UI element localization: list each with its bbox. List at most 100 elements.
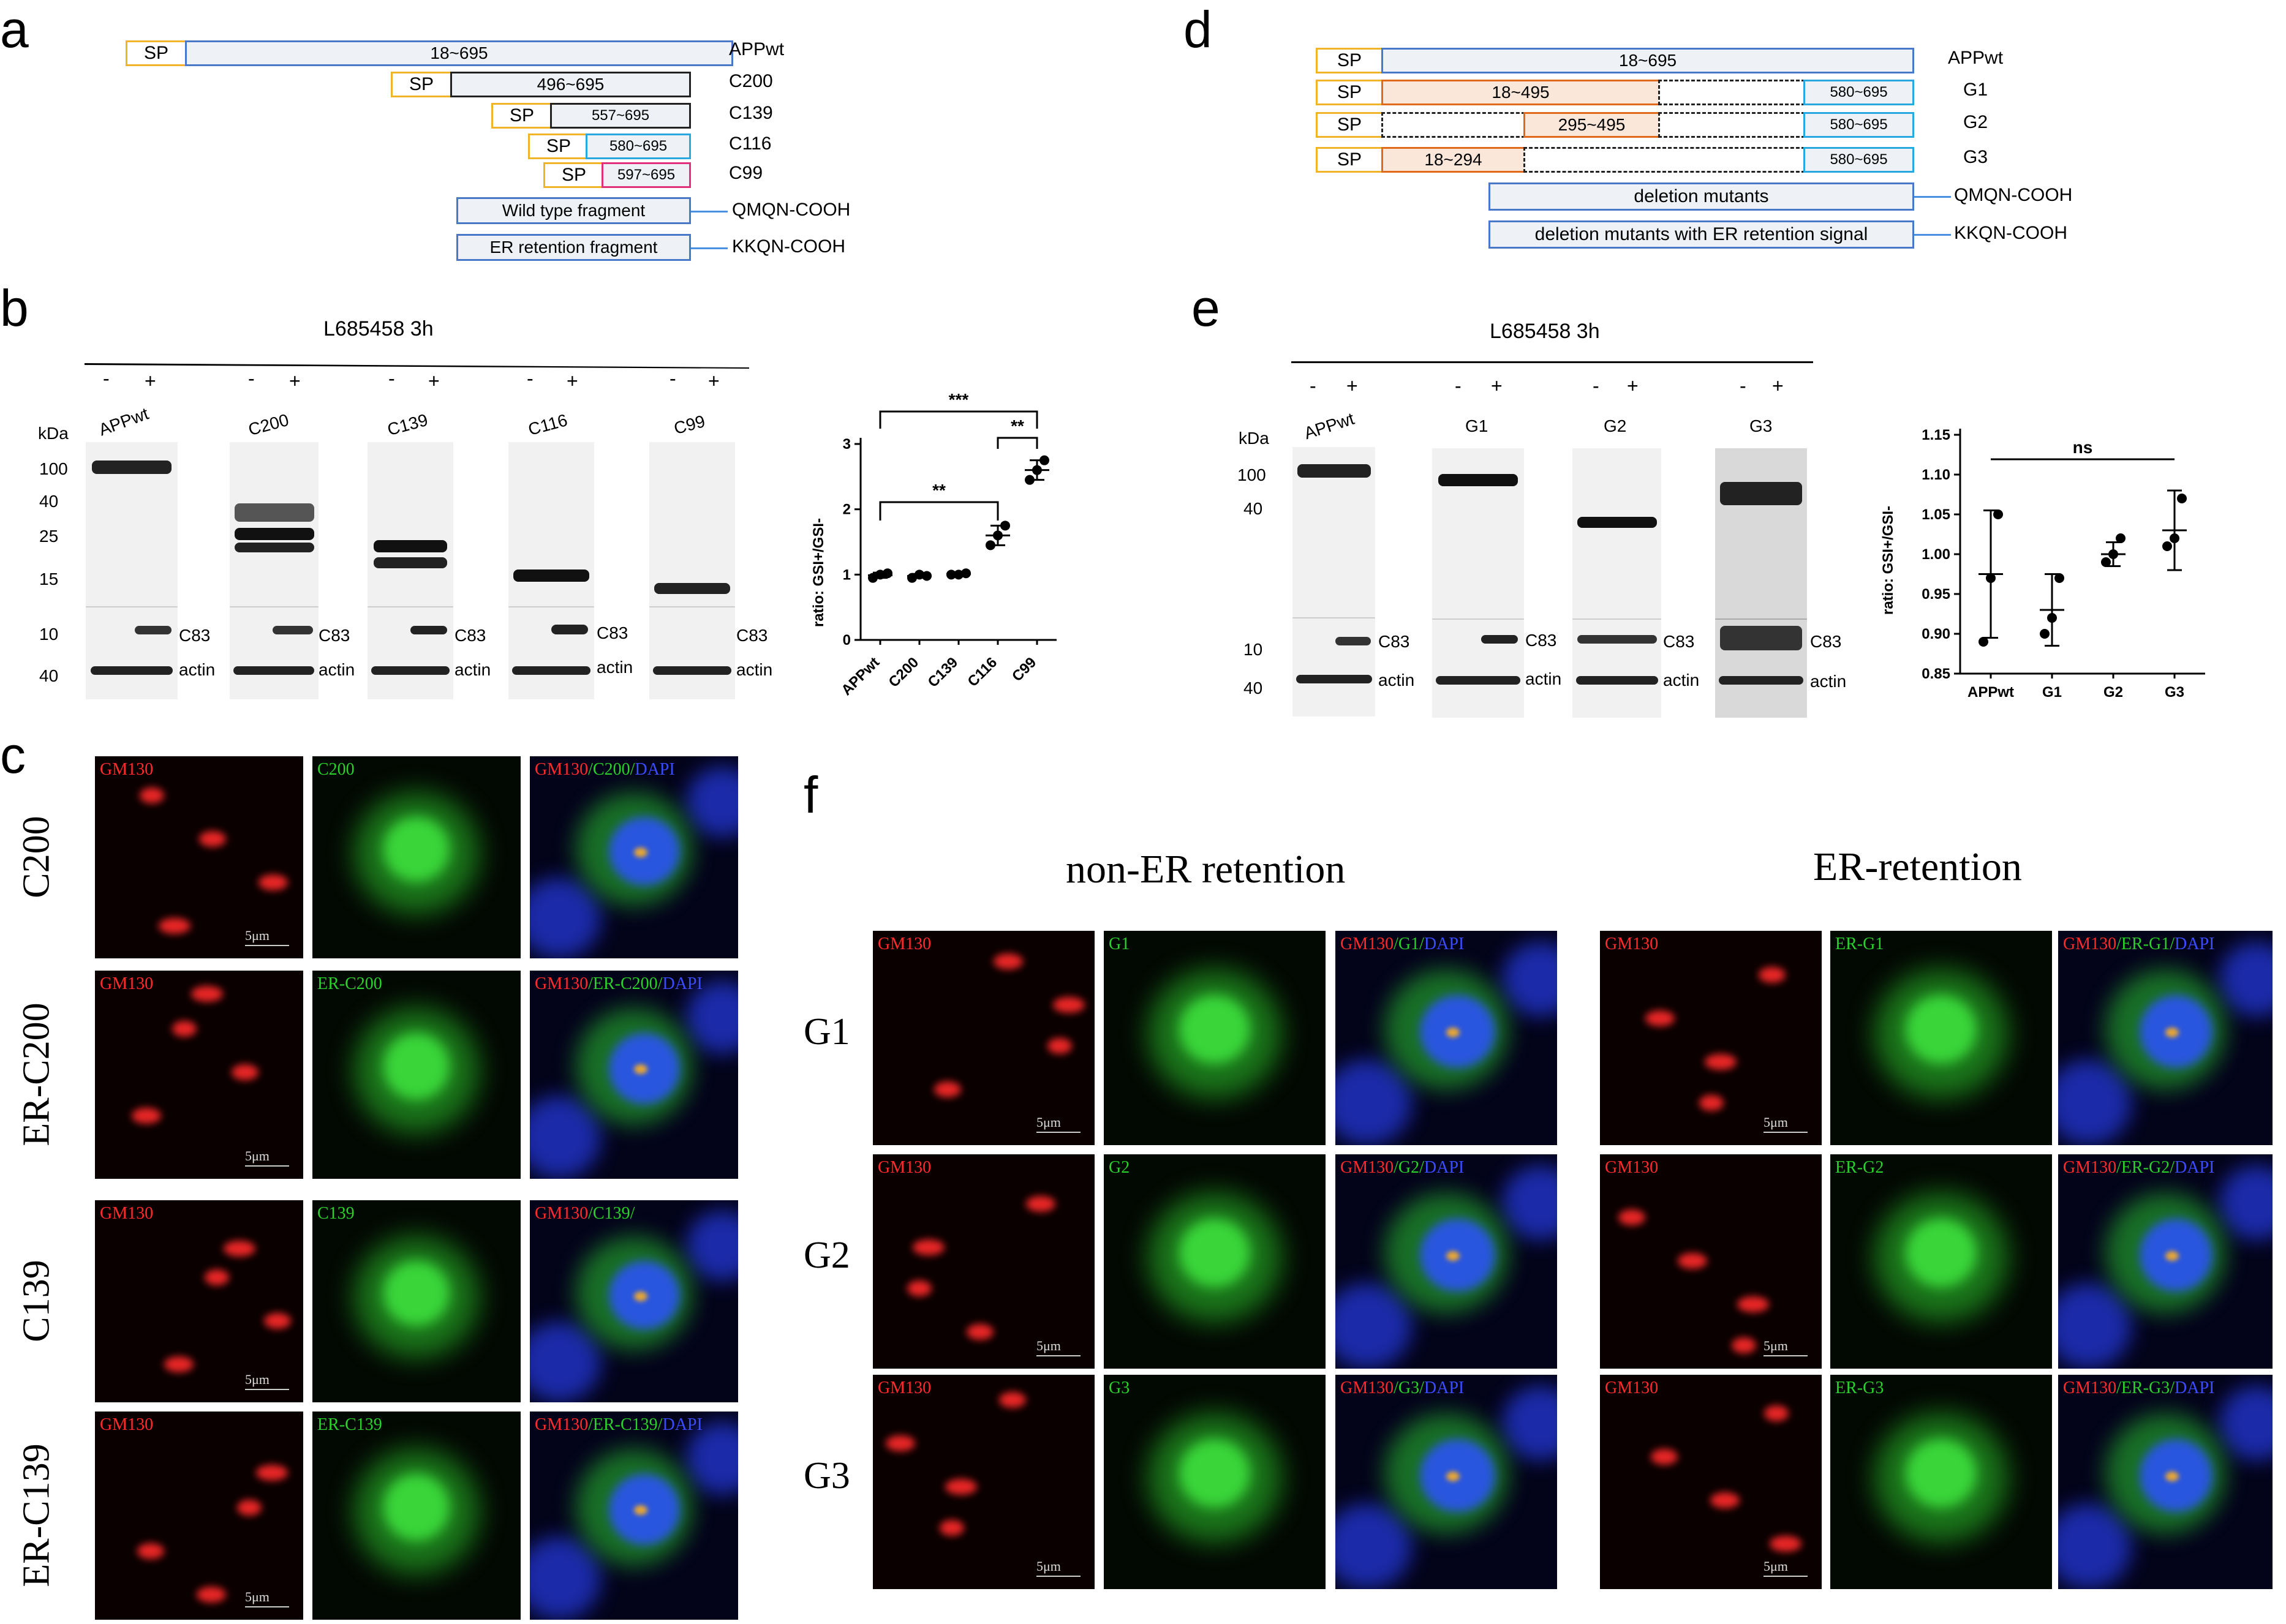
minus-sign: -	[1740, 375, 1746, 397]
data-point	[2177, 494, 2187, 503]
scale-bar: 5μm	[1764, 1338, 1808, 1356]
lane-group-label: C116	[526, 410, 570, 439]
plus-sign: +	[708, 370, 720, 392]
channel-label: GM130/ER-G3/DAPI	[2063, 1378, 2214, 1398]
data-point	[1986, 573, 1996, 583]
sp-box: SP	[1316, 48, 1383, 73]
blot-strip	[508, 442, 594, 699]
channel-label: GM130	[100, 1204, 154, 1223]
deleted-segment	[1381, 112, 1525, 138]
actin-label: actin	[1663, 671, 1700, 690]
merge-label-part: /C200/	[588, 760, 635, 779]
micrograph-tile: GM130/ER-G2/DAPI	[2058, 1154, 2273, 1369]
construct-name: G3	[1963, 147, 1988, 167]
merge-label-part: DAPI	[1424, 1378, 1465, 1397]
c83-label: C83	[455, 626, 486, 645]
connector-line	[1914, 234, 1951, 236]
scale-bar-label: 5μm	[1764, 1338, 1788, 1353]
data-point	[2101, 557, 2111, 567]
row-label: C139	[15, 1260, 58, 1342]
micrograph-tile: GM130 5μm	[873, 1154, 1095, 1369]
deleted-segment	[1658, 80, 1805, 105]
channel-label: GM130	[1605, 1378, 1659, 1397]
significance-bracket	[879, 410, 1038, 429]
minus-sign: -	[1593, 375, 1599, 397]
scale-bar-line	[1764, 1132, 1808, 1133]
data-point	[922, 571, 932, 581]
c83-label: C83	[736, 626, 768, 645]
segment-box: 580~695	[1803, 80, 1914, 105]
merge-label-part: GM130	[1340, 1378, 1394, 1397]
data-point	[961, 568, 971, 579]
marker-label: 10	[1243, 640, 1263, 659]
actin-label: actin	[736, 660, 773, 679]
scale-bar-line	[1036, 1576, 1081, 1577]
data-point	[875, 570, 885, 580]
sp-box: SP	[126, 40, 187, 66]
segment-box: 580~695	[1803, 147, 1914, 173]
x-tick-label: C116	[965, 654, 1001, 690]
micrograph-tile: GM130/G1/DAPI	[1335, 931, 1557, 1145]
micrograph-tile: G3	[1104, 1375, 1326, 1589]
scale-bar: 5μm	[245, 928, 289, 946]
channel-label: GM130/ER-G1/DAPI	[2063, 934, 2214, 954]
channel-label: G2	[1109, 1158, 1130, 1177]
data-point	[1032, 465, 1042, 475]
channel-label: GM130/C200/DAPI	[535, 760, 675, 780]
treatment-label: L685458 3h	[323, 317, 434, 340]
wt-fragment-box: Wild type fragment	[456, 197, 691, 224]
data-point	[993, 530, 1003, 541]
data-point	[2040, 629, 2050, 639]
merge-label-part: /ER-G2/	[2116, 1158, 2175, 1177]
connector-line	[691, 211, 728, 212]
merge-label-part: DAPI	[662, 1415, 703, 1434]
construct-name: C116	[729, 133, 772, 154]
data-point	[954, 570, 964, 580]
micrograph-tile: GM130 5μm	[873, 1375, 1095, 1589]
channel-label: ER-G3	[1835, 1378, 1884, 1397]
data-point	[946, 570, 956, 580]
micrograph-tile: G2	[1104, 1154, 1326, 1369]
panel-e-chart: ratio: GSI+/GSI- 0.85 0.90 0.95 1.00 1.05 1.1…	[1880, 427, 2205, 701]
segment-box: 580~695	[1803, 112, 1914, 138]
lane-group-label: C139	[385, 410, 430, 440]
c83-label: C83	[597, 623, 628, 642]
channel-label: GM130/ER-C139/DAPI	[535, 1415, 703, 1435]
plus-sign: +	[1627, 375, 1639, 397]
channel-label: GM130	[1605, 934, 1659, 953]
blot-strip	[649, 442, 735, 699]
er-fragment-box: ER retention fragment	[456, 234, 691, 261]
data-point	[1039, 455, 1049, 465]
y-tick-label: 3	[843, 436, 851, 453]
scale-bar-line	[1764, 1355, 1808, 1356]
x-tick-label: APPwt	[838, 654, 883, 699]
er-tail-label: KKQN-COOH	[1954, 223, 2068, 243]
scale-bar-line	[1036, 1355, 1081, 1356]
data-point	[2047, 613, 2057, 623]
range-box: 557~695	[550, 103, 691, 129]
x-tick-label: C200	[886, 654, 922, 691]
significance-bracket	[997, 437, 1038, 449]
micrograph-tile: GM130 5μm	[1600, 1154, 1822, 1369]
channel-label: ER-C139	[317, 1415, 382, 1434]
marker-label: 40	[39, 666, 59, 685]
scale-bar-label: 5μm	[1764, 1115, 1788, 1130]
actin-label: actin	[597, 658, 633, 677]
merge-label-part: GM130	[535, 1204, 589, 1223]
merge-label-part: /ER-C200/	[588, 974, 663, 993]
row-label: G3	[804, 1455, 850, 1497]
blot-strip	[1292, 447, 1375, 716]
data-point	[1979, 637, 1988, 647]
micrograph-tile: ER-C139	[312, 1412, 521, 1620]
scale-bar-label: 5μm	[1764, 1558, 1788, 1574]
channel-label: GM130/G2/DAPI	[1340, 1158, 1464, 1178]
channel-label: G3	[1109, 1378, 1130, 1397]
data-point	[1000, 521, 1010, 531]
x-tick-label: G2	[2103, 684, 2123, 701]
micrograph-tile: GM130 5μm	[95, 1412, 303, 1620]
y-tick-label: 2	[843, 502, 851, 518]
merge-label-part: GM130	[535, 1415, 589, 1434]
minus-sign: -	[670, 367, 676, 389]
range-box: 496~695	[450, 72, 691, 97]
channel-label: GM130/ER-G2/DAPI	[2063, 1158, 2214, 1178]
